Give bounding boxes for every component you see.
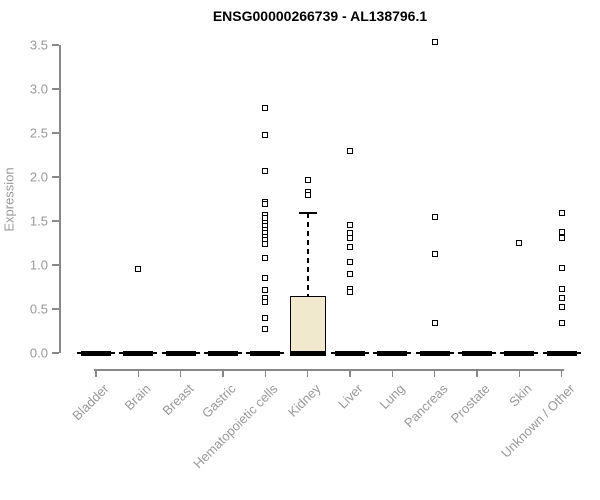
outlier-point	[558, 264, 565, 271]
outlier-point	[262, 326, 269, 333]
y-tick-label: 0.5	[29, 301, 48, 317]
y-tick-label: 3.0	[29, 81, 48, 97]
median-bar	[123, 350, 154, 356]
outlier-point	[262, 314, 269, 321]
x-tick	[433, 369, 436, 377]
outlier-point	[558, 228, 565, 235]
outlier-point	[304, 191, 311, 198]
y-tick-label: 2.5	[29, 125, 48, 141]
outlier-point	[262, 286, 269, 293]
y-axis-label: Expression	[1, 167, 17, 232]
outlier-point	[431, 251, 438, 258]
outlier-point	[346, 234, 353, 241]
outlier-point	[262, 254, 269, 261]
outlier-point	[135, 266, 142, 273]
x-axis-line	[94, 369, 564, 371]
x-tick	[476, 369, 478, 377]
median-bar	[289, 350, 326, 356]
y-tick	[52, 308, 59, 310]
whisker-cap	[298, 212, 317, 215]
y-tick	[52, 44, 59, 46]
outlier-point	[558, 304, 565, 311]
outlier-point	[304, 176, 311, 183]
outlier-point	[262, 167, 269, 174]
y-tick-label: 1.5	[29, 213, 48, 229]
x-tick	[179, 369, 182, 377]
y-tick	[52, 176, 59, 178]
outlier-point	[346, 147, 353, 154]
outlier-point	[262, 275, 269, 282]
median-bar	[546, 350, 577, 356]
outlier-point	[431, 320, 438, 327]
x-tick	[264, 369, 267, 377]
median-bar	[81, 350, 111, 356]
y-tick-label: 1.0	[29, 257, 48, 273]
outlier-point	[262, 201, 269, 208]
x-tick	[349, 369, 351, 377]
x-tick	[560, 369, 563, 377]
y-tick-label: 0.0	[29, 345, 48, 361]
outlier-point	[262, 240, 269, 247]
x-tick	[137, 369, 140, 377]
outlier-point	[346, 244, 353, 251]
outlier-point	[558, 294, 565, 301]
box	[289, 295, 326, 353]
x-tick	[306, 369, 309, 377]
outlier-point	[346, 259, 353, 266]
y-tick	[52, 88, 59, 90]
x-tick	[391, 369, 394, 377]
outlier-point	[558, 234, 565, 241]
median-bar	[504, 350, 535, 356]
outlier-point	[346, 289, 353, 296]
outlier-point	[262, 298, 269, 305]
median-bar	[165, 350, 196, 356]
y-tick	[52, 220, 59, 222]
y-tick	[52, 352, 59, 354]
y-tick-label: 3.5	[29, 37, 48, 53]
median-bar	[377, 350, 408, 356]
y-axis-line	[59, 45, 61, 353]
outlier-point	[558, 210, 565, 217]
outlier-point	[346, 270, 353, 277]
chart-title: ENSG00000266739 - AL138796.1	[212, 8, 428, 24]
y-tick	[52, 264, 59, 266]
median-bar	[419, 350, 450, 356]
y-tick	[52, 132, 59, 134]
outlier-point	[262, 105, 269, 112]
outlier-point	[346, 222, 353, 229]
outlier-point	[431, 213, 438, 220]
outlier-point	[558, 285, 565, 292]
median-bar	[250, 350, 281, 356]
outlier-point	[558, 320, 565, 327]
median-bar	[334, 350, 365, 356]
x-tick	[518, 369, 521, 377]
whisker	[306, 213, 309, 296]
outlier-point	[262, 131, 269, 138]
x-tick	[222, 369, 224, 377]
median-bar	[207, 350, 238, 356]
outlier-point	[516, 240, 523, 246]
median-bar	[461, 350, 492, 356]
outlier-point	[431, 39, 438, 46]
y-tick-label: 2.0	[29, 169, 48, 185]
x-tick	[95, 369, 97, 377]
